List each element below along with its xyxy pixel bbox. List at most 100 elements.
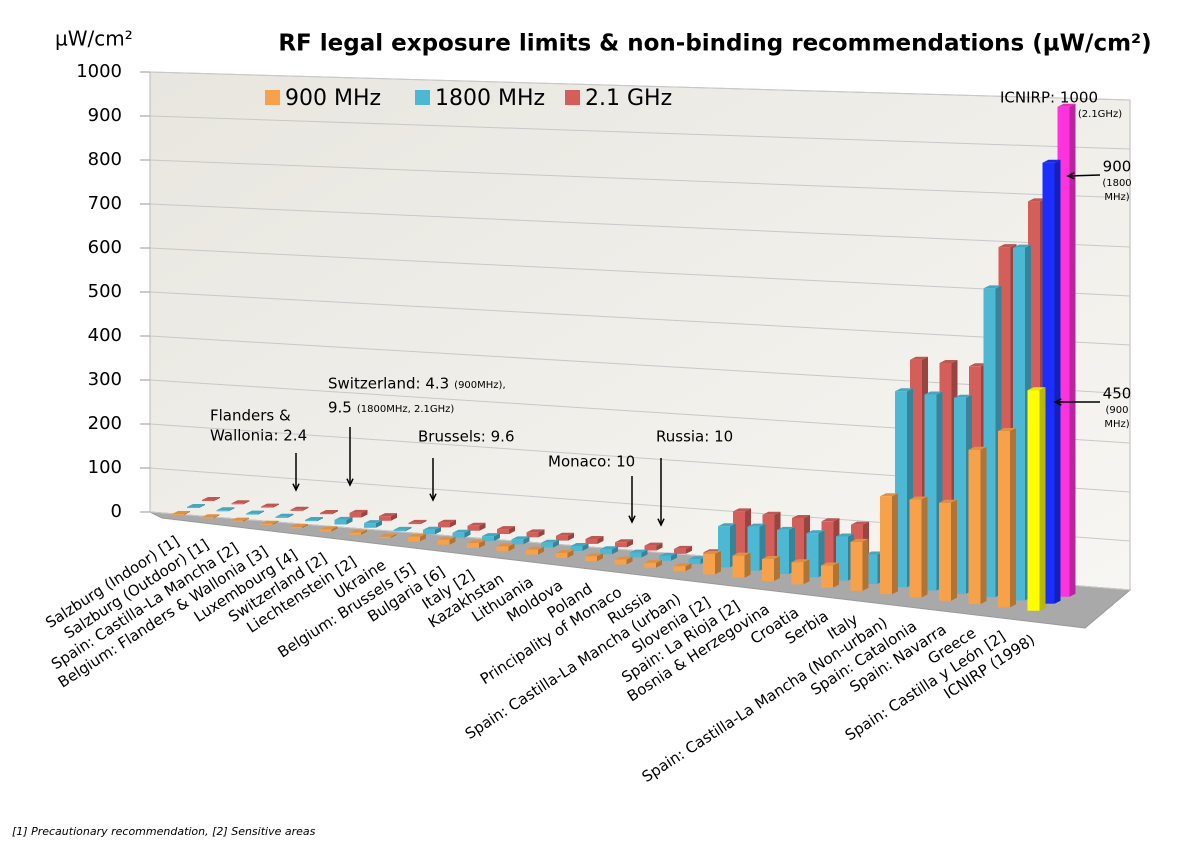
bar-side xyxy=(597,553,603,562)
bar xyxy=(629,552,642,558)
bar xyxy=(202,500,214,501)
bar xyxy=(1027,390,1040,611)
annotation: (900MHz), xyxy=(454,380,505,391)
bar-side xyxy=(509,526,515,534)
bar-side xyxy=(980,446,987,605)
bar-side xyxy=(1054,159,1061,604)
y-tick-label: 400 xyxy=(88,325,122,346)
bar-top xyxy=(496,543,515,547)
bar xyxy=(423,529,435,535)
bar-top xyxy=(290,506,309,510)
y-tick-label: 900 xyxy=(88,105,122,126)
bar xyxy=(437,539,450,545)
bar-top xyxy=(895,388,913,392)
bar-side xyxy=(582,543,589,551)
bar-side xyxy=(833,562,839,588)
bar xyxy=(290,509,303,511)
annotation: (2.1GHz) xyxy=(1078,109,1122,120)
bar-top xyxy=(570,543,589,546)
bar xyxy=(673,566,686,572)
bar-top xyxy=(762,511,781,515)
bar-side xyxy=(921,496,928,598)
bar xyxy=(364,523,376,528)
bar-side xyxy=(627,539,633,548)
bar-top xyxy=(910,356,928,360)
bar xyxy=(939,502,951,601)
legend-swatch xyxy=(415,90,430,105)
bar-top xyxy=(703,550,721,554)
bar-side xyxy=(243,517,249,522)
bar-side xyxy=(361,509,368,518)
annotation-arrowhead xyxy=(346,478,354,487)
bar-top xyxy=(762,555,780,559)
bar-top xyxy=(836,533,854,537)
bar xyxy=(555,553,568,558)
bar-side xyxy=(479,540,485,548)
bar xyxy=(570,546,583,551)
bar-side xyxy=(715,550,721,575)
bar-side xyxy=(391,513,397,521)
annotation-arrowhead xyxy=(429,493,437,502)
bar-top xyxy=(260,520,279,524)
bar xyxy=(526,532,539,538)
bar-top xyxy=(585,536,604,539)
bar-top xyxy=(482,533,500,537)
bar-top xyxy=(777,526,795,530)
bar-side xyxy=(199,504,205,508)
bar xyxy=(201,517,214,519)
bar xyxy=(260,523,273,525)
bar xyxy=(732,555,745,578)
bar-top xyxy=(659,552,677,556)
annotation: Wallonia: 2.4 xyxy=(210,427,307,445)
annotation: 900 xyxy=(1103,158,1132,176)
bar xyxy=(585,556,597,562)
bar-side xyxy=(538,546,544,555)
bar-side xyxy=(449,536,456,545)
bar xyxy=(821,565,833,588)
legend-label: 1800 MHz xyxy=(435,86,545,111)
bar xyxy=(615,542,627,548)
y-tick-label: 0 xyxy=(111,501,122,522)
bar xyxy=(467,525,480,531)
bar xyxy=(290,527,302,529)
bar-top xyxy=(452,529,471,533)
bar xyxy=(349,512,362,518)
bar xyxy=(880,496,892,595)
legend-swatch xyxy=(565,90,580,105)
bar xyxy=(526,549,538,555)
bar-side xyxy=(671,552,677,561)
bar-side xyxy=(228,507,235,512)
grid-line xyxy=(149,335,1131,395)
bar-top xyxy=(674,545,692,549)
y-tick-label: 500 xyxy=(88,281,122,302)
bar-top xyxy=(1057,103,1076,107)
bar xyxy=(305,520,317,522)
bar xyxy=(614,559,627,565)
bar-side xyxy=(523,536,530,545)
bar-top xyxy=(423,526,441,530)
bar xyxy=(791,562,804,585)
bar-top xyxy=(909,496,928,500)
annotation: (1800MHz, 2.1GHz) xyxy=(357,404,455,415)
bar-top xyxy=(718,523,736,527)
bar xyxy=(275,516,288,518)
bar xyxy=(998,431,1010,608)
bar-side xyxy=(464,529,471,538)
bar-side xyxy=(494,533,500,541)
bar xyxy=(408,522,421,525)
bar-top xyxy=(349,509,368,513)
bar-side xyxy=(597,536,604,544)
bar-side xyxy=(317,517,323,522)
annotation: Brussels: 9.6 xyxy=(418,428,514,446)
bar-top xyxy=(201,514,220,518)
bar xyxy=(762,558,774,581)
bar xyxy=(703,553,715,575)
bar-side xyxy=(951,499,957,601)
annotation-arrowhead xyxy=(292,483,300,492)
bar-top xyxy=(850,538,869,542)
bar-top xyxy=(924,391,943,395)
bar-top xyxy=(246,510,264,514)
bar-side xyxy=(302,524,308,529)
bar-top xyxy=(467,540,485,544)
legend-swatch xyxy=(265,90,280,105)
